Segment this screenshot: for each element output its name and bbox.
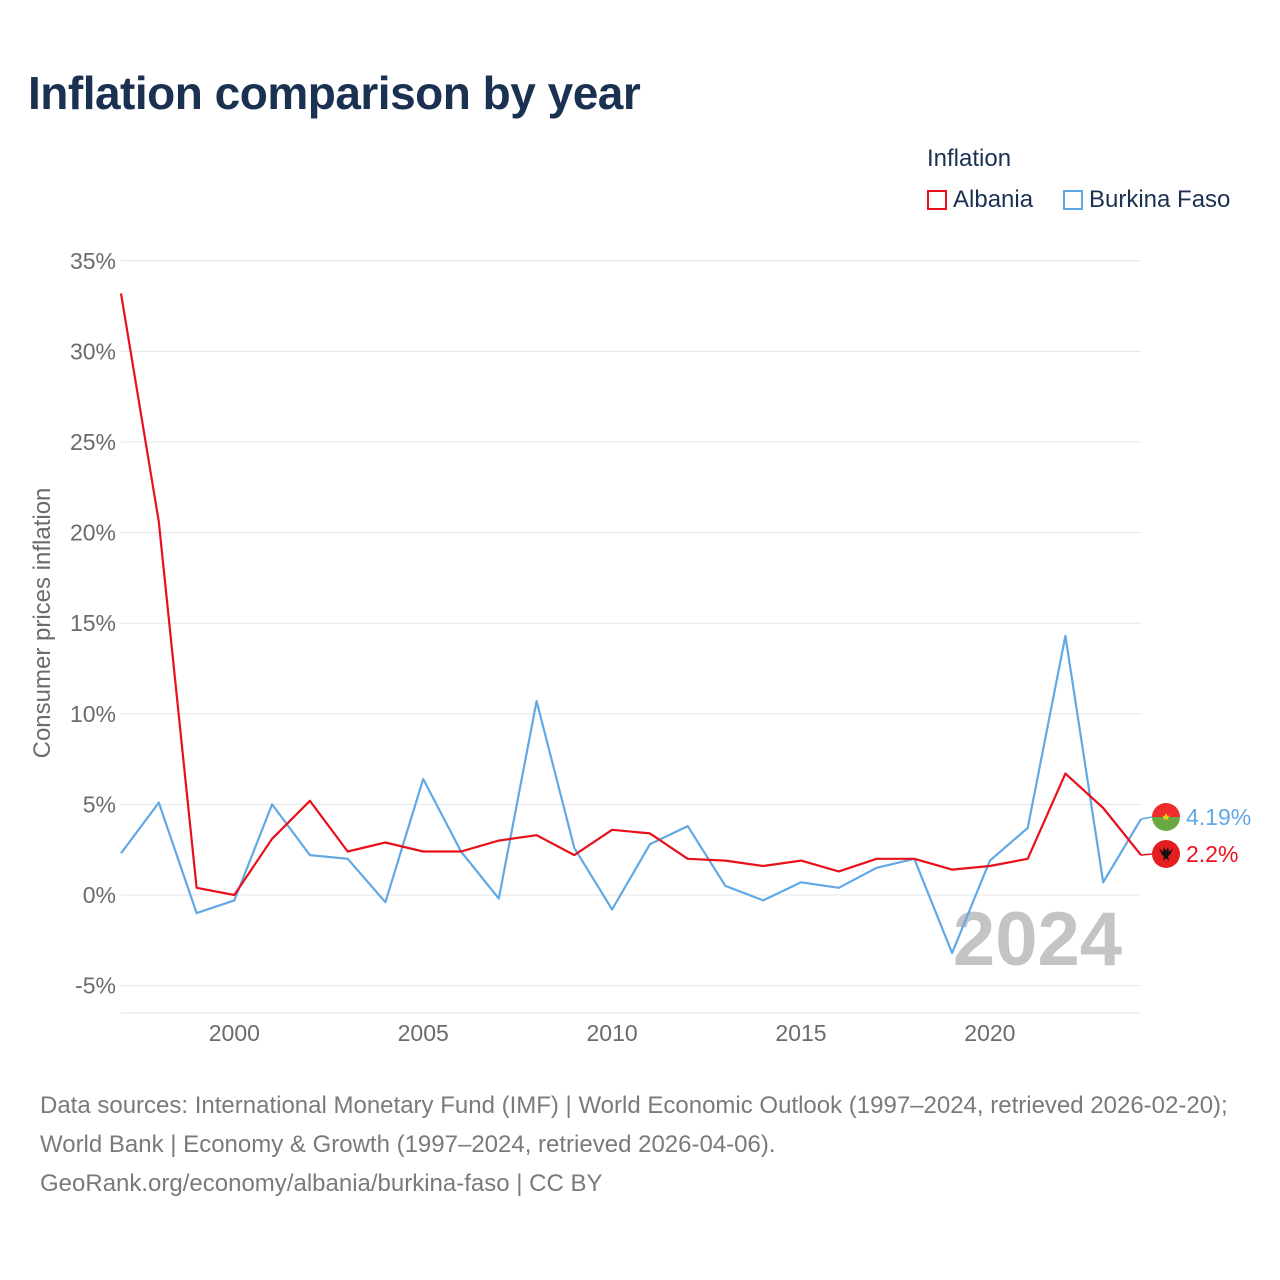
- data-point-burkina-faso: [118, 850, 124, 856]
- data-point-burkina-faso: [685, 823, 691, 829]
- source-line-2: GeoRank.org/economy/albania/burkina-faso…: [40, 1170, 603, 1197]
- data-point-burkina-faso: [1100, 879, 1106, 885]
- end-label-burkina-faso: 4.19%: [1186, 804, 1251, 830]
- data-point-albania: [798, 858, 804, 864]
- data-point-burkina-faso: [987, 858, 993, 864]
- data-point-albania: [534, 832, 540, 838]
- data-point-burkina-faso: [722, 883, 728, 889]
- data-point-burkina-faso: [874, 865, 880, 871]
- data-point-burkina-faso: [269, 801, 275, 807]
- data-point-albania: [911, 856, 917, 862]
- y-tick-label: 15%: [70, 610, 116, 636]
- y-tick-label: 10%: [70, 701, 116, 727]
- series-end-labels: 2.2% 4.19%: [1140, 803, 1251, 868]
- data-point-burkina-faso: [382, 899, 388, 905]
- x-axis-ticks: 2000 2005 2010 2015 2020: [209, 1020, 1016, 1046]
- data-point-albania: [760, 863, 766, 869]
- data-point-albania: [194, 885, 200, 891]
- data-point-albania: [722, 858, 728, 864]
- y-axis-label: Consumer prices inflation: [29, 488, 56, 759]
- line-chart: -5%0%5%10%15%20%25%30%35% 2000 2005 2010 20…: [29, 248, 1251, 1046]
- data-point-albania: [1025, 856, 1031, 862]
- data-point-burkina-faso: [534, 698, 540, 704]
- data-point-albania: [647, 830, 653, 836]
- source-line-1: Data sources: International Monetary Fun…: [40, 1092, 1228, 1158]
- data-point-albania: [685, 856, 691, 862]
- source-note: Data sources: International Monetary Fun…: [40, 1086, 1250, 1203]
- data-point-burkina-faso: [798, 879, 804, 885]
- data-point-burkina-faso: [420, 776, 426, 782]
- data-point-albania: [496, 838, 502, 844]
- y-tick-label: 25%: [70, 429, 116, 455]
- data-point-burkina-faso: [345, 856, 351, 862]
- data-point-albania: [987, 863, 993, 869]
- grid-lines: [121, 260, 1141, 1014]
- data-point-albania: [345, 849, 351, 855]
- y-tick-label: -5%: [75, 973, 116, 999]
- end-connector-albania: [1140, 853, 1153, 856]
- data-point-burkina-faso: [194, 910, 200, 916]
- data-point-albania: [1100, 805, 1106, 811]
- data-point-albania: [156, 519, 162, 525]
- data-point-burkina-faso: [571, 845, 577, 851]
- data-point-albania: [874, 856, 880, 862]
- data-point-albania: [571, 852, 577, 858]
- data-point-burkina-faso: [1062, 633, 1068, 639]
- y-axis-ticks: -5% 0% 5% 10% 15% 20% 25% 30% 35%: [70, 248, 116, 999]
- x-tick-label: 2000: [209, 1020, 260, 1046]
- data-point-albania: [118, 290, 124, 296]
- data-point-albania: [609, 827, 615, 833]
- x-tick-label: 2015: [775, 1020, 826, 1046]
- y-tick-label: 35%: [70, 248, 116, 274]
- x-tick-label: 2020: [964, 1020, 1015, 1046]
- end-connector-burkina-faso: [1140, 816, 1153, 820]
- legend-item-albania[interactable]: Albania: [927, 186, 1033, 214]
- y-tick-label: 0%: [83, 882, 116, 908]
- data-point-albania: [269, 836, 275, 842]
- flag-albania-icon: [1152, 840, 1180, 868]
- y-tick-label: 20%: [70, 520, 116, 546]
- data-point-albania: [1062, 771, 1068, 777]
- data-point-burkina-faso: [609, 906, 615, 912]
- legend-label-albania: Albania: [953, 186, 1034, 213]
- year-watermark: 2024: [953, 897, 1122, 982]
- data-point-albania: [307, 798, 313, 804]
- data-point-burkina-faso: [1025, 825, 1031, 831]
- data-point-burkina-faso: [836, 885, 842, 891]
- data-point-albania: [949, 867, 955, 873]
- legend-swatch-burkina-faso: [1063, 190, 1083, 210]
- y-tick-label: 5%: [83, 791, 116, 817]
- data-point-burkina-faso: [647, 841, 653, 847]
- data-point-burkina-faso: [949, 950, 955, 956]
- data-point-albania: [458, 849, 464, 855]
- data-point-burkina-faso: [231, 897, 237, 903]
- data-point-albania: [420, 849, 426, 855]
- legend-label-burkina-faso: Burkina Faso: [1089, 186, 1231, 213]
- data-point-albania: [382, 839, 388, 845]
- data-point-burkina-faso: [156, 800, 162, 806]
- legend-title: Inflation: [927, 145, 1012, 172]
- legend-swatch-albania: [927, 190, 947, 210]
- data-point-albania: [836, 868, 842, 874]
- x-tick-label: 2010: [587, 1020, 638, 1046]
- series-line-burkina-faso: [120, 634, 1142, 955]
- data-point-burkina-faso: [307, 852, 313, 858]
- data-point-albania: [231, 892, 237, 898]
- data-point-burkina-faso: [760, 897, 766, 903]
- flag-burkina-faso-icon: [1152, 803, 1180, 831]
- end-label-albania: 2.2%: [1186, 841, 1238, 867]
- series-line-albania: [119, 293, 1142, 897]
- chart-title: Inflation comparison by year: [28, 67, 641, 119]
- legend-item-burkina-faso[interactable]: Burkina Faso: [1063, 186, 1230, 214]
- series-lines: [118, 290, 1142, 956]
- data-point-burkina-faso: [496, 896, 502, 902]
- x-tick-label: 2005: [398, 1020, 449, 1046]
- y-tick-label: 30%: [70, 338, 116, 364]
